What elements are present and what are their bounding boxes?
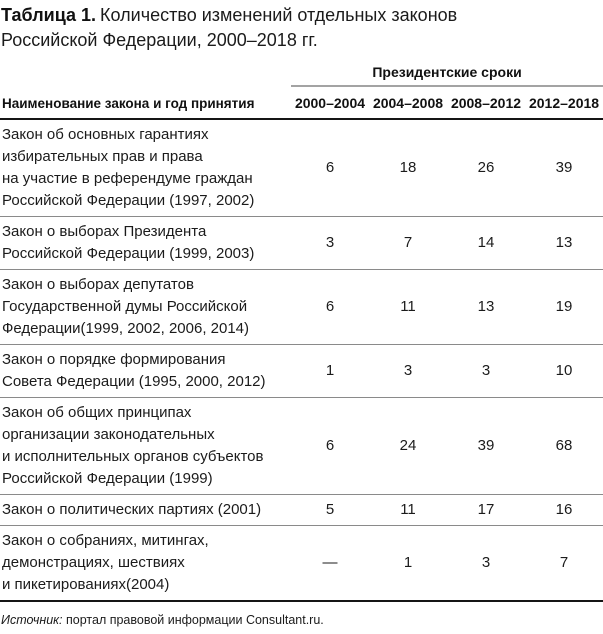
value-cell: 6 <box>291 397 369 495</box>
value-cell: 24 <box>369 397 447 495</box>
column-header-period-3: 2008–2012 <box>447 86 525 120</box>
table-title: Таблица 1. Количество изменений отдельных… <box>1 3 603 53</box>
law-name-cell: Закон о политических партиях (2001) <box>0 494 291 526</box>
value-cell: 16 <box>525 494 603 526</box>
law-name-cell: Закон об общих принципах организации зак… <box>0 397 291 495</box>
law-name-cell: Закон о собраниях, митингах, демонстраци… <box>0 525 291 602</box>
table-row: Закон о выборах депутатов Государственно… <box>0 269 603 345</box>
table-row: Закон о собраниях, митингах, демонстраци… <box>0 525 603 602</box>
table-row: Закон о политических партиях (2001) 5 11… <box>0 494 603 526</box>
value-cell: 14 <box>447 216 525 270</box>
value-cell: 3 <box>447 525 525 602</box>
value-cell: 68 <box>525 397 603 495</box>
value-cell: 7 <box>525 525 603 602</box>
source-note: Источник: портал правовой информации Con… <box>1 612 603 628</box>
group-header-presidential-terms: Президентские сроки <box>291 64 603 87</box>
value-cell: 3 <box>291 216 369 270</box>
column-header-law-name: Наименование закона и год принятия <box>0 86 291 120</box>
value-cell: 13 <box>525 216 603 270</box>
table-number-label: Таблица 1. <box>1 5 97 25</box>
value-cell: 17 <box>447 494 525 526</box>
law-name-cell: Закон о выборах Президента Российской Фе… <box>0 216 291 270</box>
value-cell: 5 <box>291 494 369 526</box>
group-header-row: Президентские сроки <box>0 64 603 87</box>
law-name-cell: Закон о порядке формирования Совета Феде… <box>0 344 291 398</box>
group-header-spacer <box>0 64 291 86</box>
table-row: Закон об общих принципах организации зак… <box>0 397 603 495</box>
column-header-period-2: 2004–2008 <box>369 86 447 120</box>
value-cell: 11 <box>369 494 447 526</box>
value-cell: 19 <box>525 269 603 345</box>
table-row: Закон о выборах Президента Российской Фе… <box>0 216 603 270</box>
value-cell: 3 <box>369 344 447 398</box>
column-header-period-1: 2000–2004 <box>291 86 369 120</box>
value-cell: 6 <box>291 119 369 217</box>
value-cell: 39 <box>447 397 525 495</box>
table-title-text: Количество изменений отдельных законов Р… <box>1 5 458 50</box>
value-cell: 18 <box>369 119 447 217</box>
value-cell: 1 <box>369 525 447 602</box>
column-header-period-4: 2012–2018 <box>525 86 603 120</box>
value-cell: 3 <box>447 344 525 398</box>
value-cell: 39 <box>525 119 603 217</box>
value-cell: 26 <box>447 119 525 217</box>
table-row: Закон об основных гарантиях избирательны… <box>0 119 603 217</box>
value-cell: 6 <box>291 269 369 345</box>
source-text: портал правовой информации Consultant.ru… <box>62 613 324 627</box>
source-label: Источник: <box>1 613 63 627</box>
law-name-cell: Закон об основных гарантиях избирательны… <box>0 119 291 217</box>
value-cell: 7 <box>369 216 447 270</box>
value-cell: 13 <box>447 269 525 345</box>
table-row: Закон о порядке формирования Совета Феде… <box>0 344 603 398</box>
law-amendments-table: Президентские сроки Наименование закона … <box>0 64 603 602</box>
value-cell: 1 <box>291 344 369 398</box>
value-cell: — <box>291 525 369 602</box>
law-name-cell: Закон о выборах депутатов Государственно… <box>0 269 291 345</box>
value-cell: 11 <box>369 269 447 345</box>
column-header-row: Наименование закона и год принятия 2000–… <box>0 86 603 120</box>
value-cell: 10 <box>525 344 603 398</box>
